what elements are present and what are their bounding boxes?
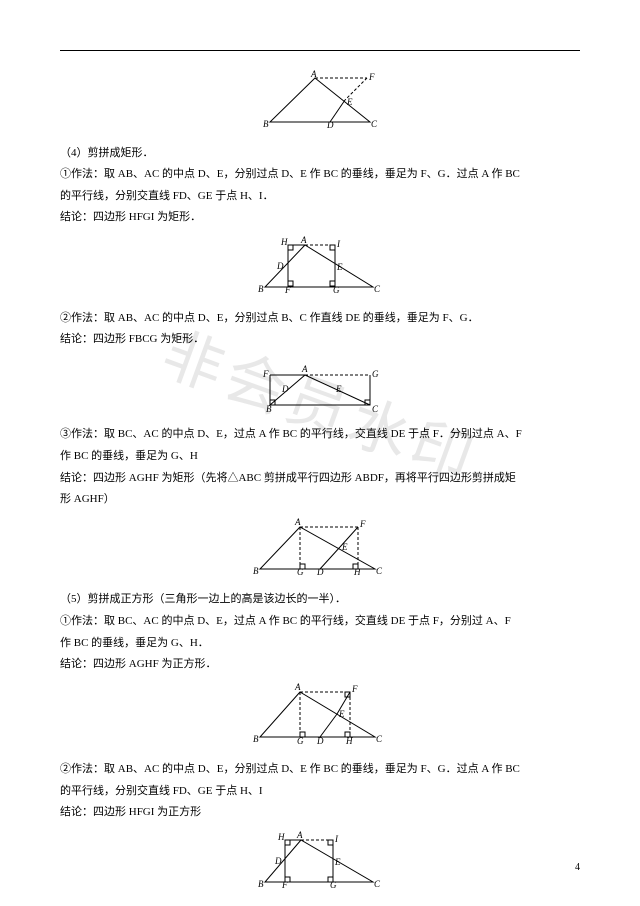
svg-text:C: C [376, 566, 383, 576]
svg-text:F: F [351, 684, 358, 694]
svg-text:D: D [316, 567, 324, 577]
svg-text:G: G [372, 369, 379, 379]
svg-text:A: A [294, 517, 301, 527]
page-content: A B C D E F （4）剪拼成矩形． ①作法：取 AB、AC 的中点 D、… [60, 70, 580, 897]
svg-text:A: A [296, 830, 303, 840]
svg-text:F: F [284, 285, 291, 295]
svg-text:H: H [345, 736, 353, 746]
svg-text:B: B [263, 119, 269, 129]
svg-text:D: D [276, 261, 284, 271]
s4-m3-conc1: 结论：四边形 AGHF 为矩形（先将△ABC 剪拼成平行四边形 ABDF，再将平… [60, 470, 580, 488]
s4-m3-l2: 作 BC 的垂线，垂足为 G、H [60, 448, 580, 466]
svg-text:H: H [277, 832, 285, 842]
top-rule [60, 50, 580, 51]
figure-4: A B C D E F G H [60, 517, 580, 584]
svg-text:H: H [353, 567, 361, 577]
s4-m1-l2: 的平行线，分别交直线 FD、GE 于点 H、I． [60, 188, 580, 206]
s5-m1-l2: 作 BC 的垂线，垂足为 G、H． [60, 635, 580, 653]
svg-text:A: A [310, 70, 317, 79]
svg-text:B: B [253, 734, 259, 744]
s4-m1-conc: 结论：四边形 HFGI 为矩形． [60, 209, 580, 227]
svg-text:E: E [338, 709, 345, 719]
svg-text:C: C [374, 284, 381, 294]
svg-text:E: E [336, 262, 343, 272]
svg-text:G: G [297, 567, 304, 577]
svg-text:I: I [336, 239, 341, 249]
svg-text:G: G [297, 736, 304, 746]
svg-text:G: G [330, 880, 337, 890]
s4-m2-l1: ②作法：取 AB、AC 的中点 D、E，分别过点 B、C 作直线 DE 的垂线，… [60, 310, 580, 328]
svg-text:B: B [266, 404, 272, 412]
svg-text:B: B [258, 879, 264, 889]
s5-m2-l1: ②作法：取 AB、AC 的中点 D、E，分别过点 D、E 作 BC 的垂线，垂足… [60, 761, 580, 779]
figure-1: A B C D E F [60, 70, 580, 137]
svg-text:F: F [359, 519, 366, 529]
svg-text:E: E [346, 97, 353, 107]
s5-title: （5）剪拼成正方形（三角形一边上的高是该边长的一半）． [60, 591, 580, 609]
svg-text:B: B [258, 284, 264, 294]
svg-text:H: H [280, 237, 288, 247]
svg-text:F: F [262, 369, 269, 379]
s5-m2-conc: 结论：四边形 HFGI 为正方形 [60, 804, 580, 822]
svg-text:C: C [371, 119, 378, 129]
svg-text:D: D [326, 120, 334, 130]
svg-text:F: F [281, 880, 288, 890]
figure-3: A B C D E F G [60, 357, 580, 419]
svg-text:C: C [376, 734, 383, 744]
svg-text:F: F [368, 72, 375, 82]
svg-text:E: E [341, 542, 348, 552]
figure-6: A B C D E F G H I [60, 830, 580, 897]
svg-text:D: D [274, 856, 282, 866]
svg-text:A: A [301, 364, 308, 374]
s5-m1-conc: 结论：四边形 AGHF 为正方形． [60, 656, 580, 674]
s4-m1-l1: ①作法：取 AB、AC 的中点 D、E，分别过点 D、E 作 BC 的垂线，垂足… [60, 166, 580, 184]
s4-m3-conc2: 形 AGHF） [60, 491, 580, 509]
svg-text:D: D [281, 384, 289, 394]
svg-text:E: E [334, 857, 341, 867]
s5-m2-l2: 的平行线，分别交直线 FD、GE 于点 H、I [60, 783, 580, 801]
s4-title: （4）剪拼成矩形． [60, 145, 580, 163]
s4-m2-conc: 结论：四边形 FBCG 为矩形． [60, 331, 580, 349]
svg-text:D: D [316, 736, 324, 746]
figure-2: A B C D E F G H I [60, 235, 580, 302]
s4-m3-l1: ③作法：取 BC、AC 的中点 D、E，过点 A 作 BC 的平行线，交直线 D… [60, 426, 580, 444]
figure-5: A B C D E F G H [60, 682, 580, 754]
svg-text:B: B [253, 566, 259, 576]
svg-text:E: E [335, 384, 342, 394]
s5-m1-l1: ①作法：取 BC、AC 的中点 D、E，过点 A 作 BC 的平行线，交直线 D… [60, 613, 580, 631]
svg-text:A: A [300, 235, 307, 245]
svg-text:C: C [374, 879, 381, 889]
svg-text:C: C [372, 404, 379, 412]
svg-text:A: A [294, 682, 301, 692]
svg-text:G: G [333, 285, 340, 295]
svg-text:I: I [334, 834, 339, 844]
